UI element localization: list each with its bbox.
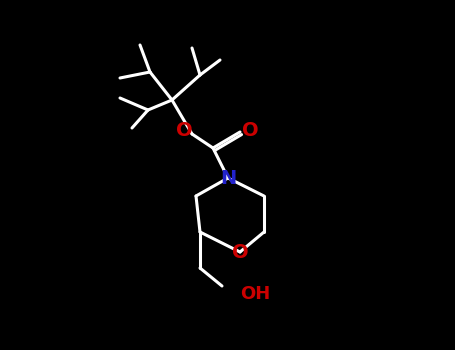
Text: OH: OH (240, 285, 270, 303)
Text: O: O (176, 120, 192, 140)
Text: N: N (220, 168, 236, 188)
Text: O: O (242, 120, 258, 140)
Text: O: O (232, 243, 248, 261)
